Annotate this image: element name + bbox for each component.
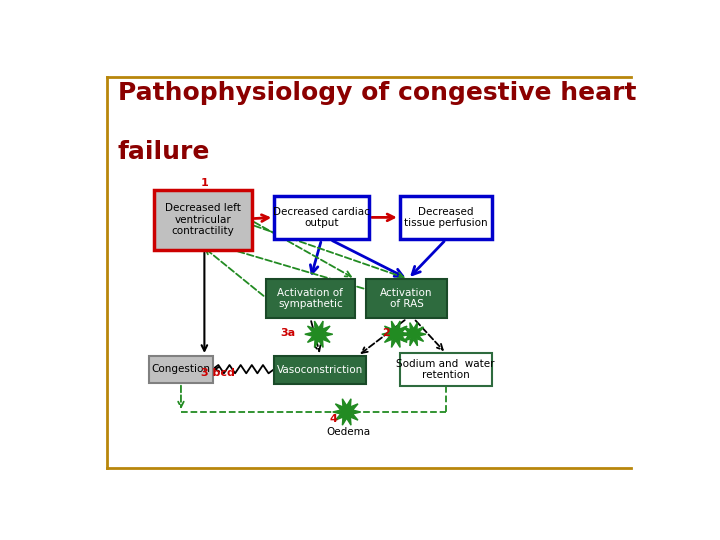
Polygon shape: [305, 321, 333, 347]
Polygon shape: [401, 322, 426, 346]
Text: Activation
of RAS: Activation of RAS: [380, 288, 433, 309]
Text: 3 bcd: 3 bcd: [202, 368, 235, 379]
Text: Pathophysiology of congestive heart: Pathophysiology of congestive heart: [118, 82, 636, 105]
Text: Congestion: Congestion: [151, 364, 210, 374]
Polygon shape: [333, 399, 361, 425]
Text: 3a: 3a: [281, 328, 296, 338]
FancyBboxPatch shape: [400, 196, 492, 239]
Text: Decreased
tissue perfusion: Decreased tissue perfusion: [404, 207, 487, 228]
Text: failure: failure: [118, 140, 210, 164]
FancyBboxPatch shape: [274, 196, 369, 239]
FancyBboxPatch shape: [154, 190, 252, 250]
Text: 4: 4: [330, 414, 338, 424]
FancyBboxPatch shape: [266, 279, 355, 319]
Text: Vasoconstriction: Vasoconstriction: [277, 365, 364, 375]
Text: Decreased left
ventricular
contractility: Decreased left ventricular contractility: [165, 203, 241, 237]
Text: Oedema: Oedema: [326, 427, 370, 437]
Text: Sodium and  water
retention: Sodium and water retention: [397, 359, 495, 380]
FancyBboxPatch shape: [148, 356, 213, 383]
Text: Decreased cardiac
output: Decreased cardiac output: [273, 207, 370, 228]
Text: Activation of
sympathetic: Activation of sympathetic: [277, 288, 343, 309]
Polygon shape: [382, 321, 410, 347]
Text: 2: 2: [382, 328, 390, 338]
FancyBboxPatch shape: [366, 279, 447, 319]
FancyBboxPatch shape: [274, 356, 366, 384]
FancyBboxPatch shape: [400, 353, 492, 386]
Text: 1: 1: [200, 178, 208, 188]
